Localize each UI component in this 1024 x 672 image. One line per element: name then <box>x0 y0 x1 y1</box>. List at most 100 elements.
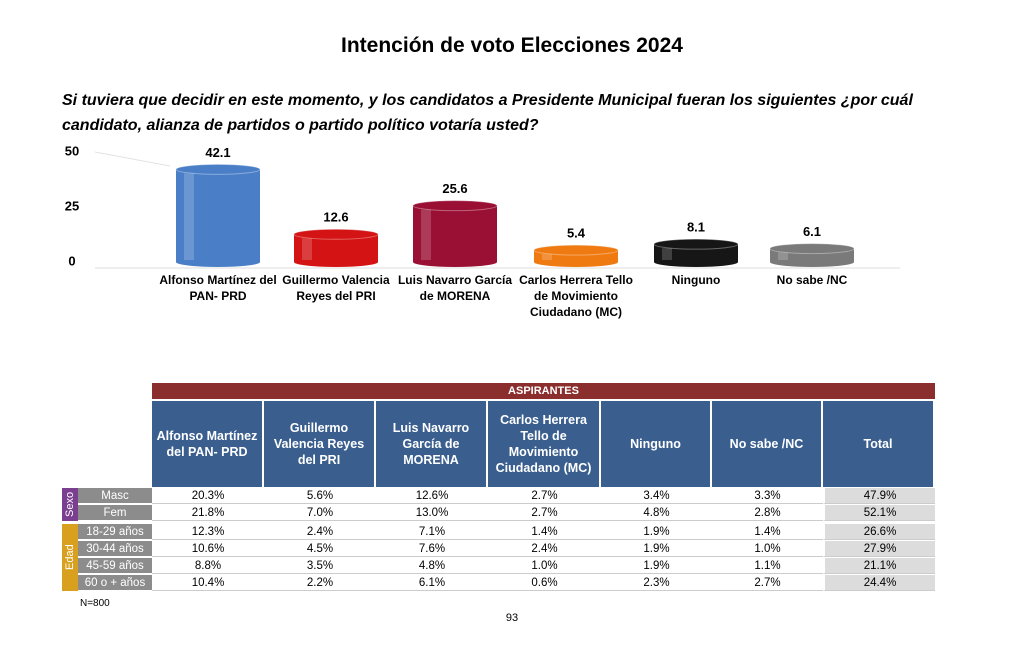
table-cell: 1.0% <box>712 541 823 557</box>
question: Si tuviera que decidir en este momento, … <box>62 92 913 134</box>
table-cell: 7.1% <box>376 524 488 540</box>
table-cell: 1.9% <box>601 524 712 540</box>
bar-shine <box>778 252 788 260</box>
value-label: 8.1 <box>687 220 705 235</box>
category-label: Luis Navarro García de MORENA <box>397 273 513 303</box>
bar-base <box>294 257 378 267</box>
bar-base <box>176 257 260 267</box>
table-cell: 21.1% <box>823 558 935 574</box>
page-number: 93 <box>505 612 519 624</box>
column-header: Carlos Herrera Tello de Movimiento Ciuda… <box>488 401 601 487</box>
bar <box>533 244 619 267</box>
table-cell: 1.9% <box>601 558 712 574</box>
value-label: 25.6 <box>442 181 467 196</box>
bar <box>293 228 379 267</box>
table-cell: 2.4% <box>488 541 601 557</box>
row-label: Masc <box>78 488 152 504</box>
table-cell: 2.7% <box>712 575 823 591</box>
category-label: Carlos Herrera Tello de Movimiento Ciuda… <box>519 273 633 319</box>
bar-top <box>293 228 379 240</box>
y-tick-label: 25 <box>65 198 79 213</box>
bar-shine <box>302 238 312 260</box>
chart: 0 25 50 42.1 12.6 25.6 5.4 8.1 6.1 <box>65 143 900 269</box>
bar-top <box>653 238 739 250</box>
bar-shine <box>421 209 431 260</box>
table-cell: 47.9% <box>823 488 935 504</box>
table-cell: 10.6% <box>152 541 264 557</box>
bar-shine <box>542 254 552 260</box>
table-cell: 24.4% <box>823 575 935 591</box>
bar-body <box>654 244 738 262</box>
table-cell: 12.6% <box>376 488 488 504</box>
table-cell: 26.6% <box>823 524 935 540</box>
bar-body <box>176 169 260 262</box>
table-cell: 1.4% <box>712 524 823 540</box>
table-cell: 2.2% <box>264 575 376 591</box>
table-cell: 2.4% <box>264 524 376 540</box>
column-header: Ninguno <box>601 401 712 487</box>
table-cell: 3.3% <box>712 488 823 504</box>
row-label: 45-59 años <box>78 558 152 574</box>
bar-top <box>533 244 619 256</box>
note: N=800 <box>80 598 110 609</box>
row-label: 60 o + años <box>78 575 152 591</box>
row-label: 30-44 años <box>78 541 152 557</box>
bar-top <box>175 163 261 175</box>
bar-base <box>770 257 854 267</box>
y-tick-label: 0 <box>68 253 75 268</box>
bar-base <box>413 257 497 267</box>
table-cell: 8.8% <box>152 558 264 574</box>
column-header: Luis Navarro García de MORENA <box>376 401 488 487</box>
table-cell: 4.8% <box>376 558 488 574</box>
bar-top <box>412 200 498 212</box>
table-cell: 10.4% <box>152 575 264 591</box>
bar-base <box>534 257 618 267</box>
row-label: Fem <box>78 505 152 521</box>
table-cell: 52.1% <box>823 505 935 521</box>
value-label: 12.6 <box>323 210 348 225</box>
group-label: Sexo <box>62 488 78 521</box>
row-label: 18-29 años <box>78 524 152 540</box>
table-cell: 1.1% <box>712 558 823 574</box>
y-tick-label: 50 <box>65 143 79 158</box>
table-cell: 3.4% <box>601 488 712 504</box>
table-cell: 2.3% <box>601 575 712 591</box>
column-header: Guillermo Valencia Reyes del PRI <box>264 401 376 487</box>
bar-shine <box>184 173 194 260</box>
bar-body <box>534 250 618 262</box>
table-cell: 0.6% <box>488 575 601 591</box>
title: Intención de voto Elecciones 2024 <box>341 34 683 57</box>
table-cell: 1.9% <box>601 541 712 557</box>
table-cell: 4.5% <box>264 541 376 557</box>
category-label: Guillermo Valencia Reyes del PRI <box>282 273 390 303</box>
table-cell: 4.8% <box>601 505 712 521</box>
table-cell: 13.0% <box>376 505 488 521</box>
table-cell: 2.8% <box>712 505 823 521</box>
group-label: Edad <box>62 524 78 591</box>
bar-shine <box>662 248 672 260</box>
table-cell: 3.5% <box>264 558 376 574</box>
table-cell: 12.3% <box>152 524 264 540</box>
banner: ASPIRANTES <box>152 383 935 399</box>
bar <box>175 163 261 267</box>
table-cell: 7.6% <box>376 541 488 557</box>
value-label: 5.4 <box>567 226 586 241</box>
category-label: Alfonso Martínez del PAN- PRD <box>159 273 277 303</box>
table-cell: 27.9% <box>823 541 935 557</box>
bar-base <box>654 257 738 267</box>
table-cell: 7.0% <box>264 505 376 521</box>
bar <box>412 200 498 267</box>
table-cell: 21.8% <box>152 505 264 521</box>
category-label: No sabe /NC <box>776 273 848 287</box>
table-cell: 1.0% <box>488 558 601 574</box>
column-header: Total <box>823 401 935 487</box>
table-cell: 2.7% <box>488 488 601 504</box>
bar <box>769 243 855 267</box>
value-label: 42.1 <box>205 145 230 160</box>
table-cell: 20.3% <box>152 488 264 504</box>
value-label: 6.1 <box>803 224 821 239</box>
table-cell: 5.6% <box>264 488 376 504</box>
bar-body <box>413 205 497 262</box>
table-cell: 1.4% <box>488 524 601 540</box>
